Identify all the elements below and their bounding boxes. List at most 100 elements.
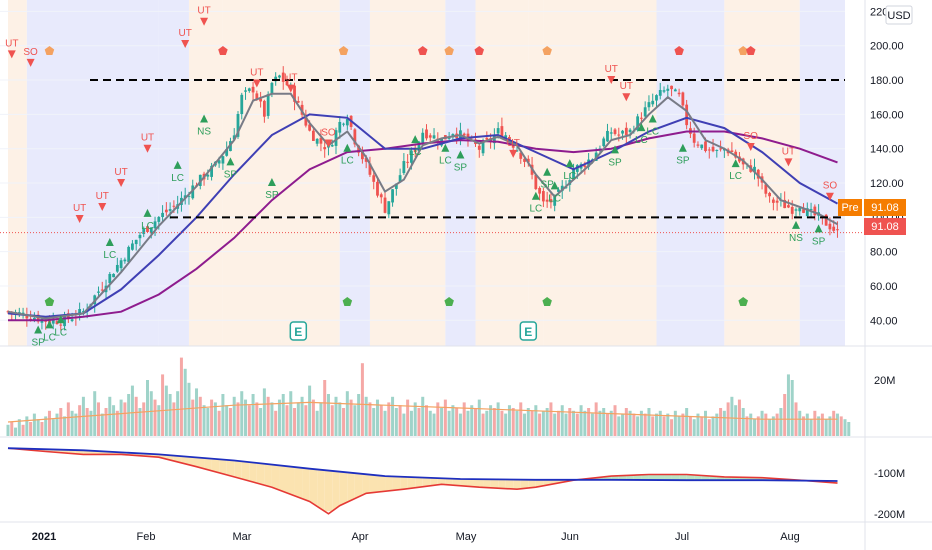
candle-body[interactable]	[364, 158, 368, 162]
volume-bar[interactable]	[32, 413, 36, 436]
volume-bar[interactable]	[402, 413, 406, 436]
volume-bar[interactable]	[466, 410, 470, 436]
candle-body[interactable]	[168, 209, 172, 211]
volume-bar[interactable]	[594, 402, 598, 436]
candle-body[interactable]	[707, 149, 711, 151]
candle-body[interactable]	[357, 145, 361, 153]
candle-body[interactable]	[621, 130, 624, 134]
volume-bar[interactable]	[805, 413, 809, 436]
volume-bar[interactable]	[451, 405, 455, 436]
volume-bar[interactable]	[726, 402, 730, 436]
volume-bar[interactable]	[658, 410, 662, 436]
volume-bar[interactable]	[338, 402, 342, 436]
candle-body[interactable]	[127, 246, 131, 263]
volume-bar[interactable]	[492, 408, 496, 436]
candle-body[interactable]	[394, 183, 398, 189]
candle-body[interactable]	[447, 137, 451, 139]
volume-bar[interactable]	[149, 391, 153, 436]
candle-body[interactable]	[115, 264, 119, 272]
volume-bar[interactable]	[387, 402, 391, 436]
candle-body[interactable]	[225, 149, 229, 156]
candle-body[interactable]	[719, 148, 722, 150]
volume-bar[interactable]	[293, 408, 297, 436]
volume-bar[interactable]	[602, 408, 606, 436]
candle-body[interactable]	[496, 128, 500, 134]
candle-body[interactable]	[342, 123, 345, 125]
volume-bar[interactable]	[707, 419, 711, 436]
candle-body[interactable]	[153, 221, 157, 229]
candle-body[interactable]	[281, 72, 285, 82]
candle-body[interactable]	[477, 145, 481, 150]
candle-body[interactable]	[783, 199, 787, 209]
candle-body[interactable]	[247, 88, 251, 91]
candle-body[interactable]	[308, 124, 312, 131]
volume-bar[interactable]	[447, 410, 451, 436]
volume-bar[interactable]	[100, 413, 104, 436]
volume-bar[interactable]	[775, 413, 779, 436]
candle-body[interactable]	[685, 104, 689, 126]
candle-body[interactable]	[704, 141, 707, 152]
volume-bar[interactable]	[802, 416, 806, 436]
candle-body[interactable]	[670, 85, 673, 90]
volume-bar[interactable]	[632, 413, 636, 436]
volume-bar[interactable]	[66, 402, 70, 436]
candle-body[interactable]	[285, 79, 289, 86]
volume-bar[interactable]	[353, 405, 357, 436]
volume-bar[interactable]	[179, 357, 183, 436]
candle-body[interactable]	[692, 133, 696, 143]
volume-bar[interactable]	[17, 419, 21, 436]
volume-bar[interactable]	[685, 408, 689, 436]
volume-bar[interactable]	[104, 408, 108, 436]
volume-bar[interactable]	[824, 419, 828, 436]
candle-body[interactable]	[206, 174, 210, 177]
earnings-icon[interactable]	[289, 321, 308, 341]
volume-bar[interactable]	[134, 396, 138, 436]
volume-bar[interactable]	[647, 408, 651, 436]
volume-bar[interactable]	[820, 413, 824, 436]
volume-bar[interactable]	[44, 416, 48, 436]
volume-bar[interactable]	[142, 402, 146, 436]
volume-bar[interactable]	[342, 408, 346, 436]
volume-bar[interactable]	[198, 396, 202, 436]
volume-bar[interactable]	[711, 416, 715, 436]
candle-body[interactable]	[138, 234, 142, 239]
volume-bar[interactable]	[266, 396, 270, 436]
earnings-icon[interactable]	[519, 321, 538, 341]
volume-bar[interactable]	[191, 399, 195, 436]
candle-body[interactable]	[636, 116, 640, 131]
volume-bar[interactable]	[583, 410, 587, 436]
candle-body[interactable]	[583, 165, 587, 167]
candle-body[interactable]	[771, 199, 775, 203]
volume-bar[interactable]	[553, 413, 557, 436]
candle-body[interactable]	[311, 130, 315, 141]
candle-body[interactable]	[402, 161, 406, 174]
candle-body[interactable]	[315, 138, 319, 144]
volume-bar[interactable]	[232, 396, 236, 436]
volume-bar[interactable]	[36, 419, 40, 436]
volume-bar[interactable]	[828, 416, 832, 436]
volume-bar[interactable]	[187, 382, 191, 436]
candle-body[interactable]	[191, 185, 195, 199]
volume-bar[interactable]	[605, 413, 609, 436]
candle-body[interactable]	[236, 113, 240, 137]
volume-bar[interactable]	[96, 402, 100, 436]
candle-body[interactable]	[824, 214, 828, 226]
candle-body[interactable]	[572, 169, 575, 180]
candle-body[interactable]	[25, 315, 29, 319]
volume-bar[interactable]	[753, 419, 757, 436]
volume-bar[interactable]	[507, 405, 511, 436]
volume-bar[interactable]	[323, 380, 327, 436]
volume-bar[interactable]	[696, 413, 700, 436]
volume-bar[interactable]	[6, 424, 10, 436]
candle-body[interactable]	[240, 94, 244, 115]
volume-bar[interactable]	[262, 388, 266, 436]
candle-body[interactable]	[210, 165, 213, 177]
volume-bar[interactable]	[786, 374, 790, 436]
volume-bar[interactable]	[425, 405, 428, 436]
candle-body[interactable]	[82, 311, 85, 313]
candle-body[interactable]	[100, 289, 104, 291]
volume-bar[interactable]	[662, 416, 666, 436]
volume-bar[interactable]	[534, 405, 538, 436]
volume-bar[interactable]	[345, 391, 349, 436]
volume-bar[interactable]	[25, 416, 29, 436]
